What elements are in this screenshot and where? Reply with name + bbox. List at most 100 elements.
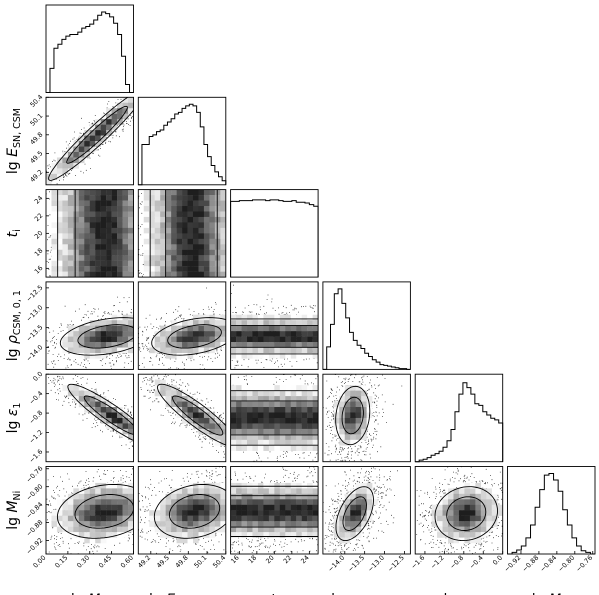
density-cell xyxy=(56,168,63,175)
density-cell xyxy=(214,238,221,245)
density-cell xyxy=(95,260,101,267)
density-cell xyxy=(182,222,188,229)
density-cell xyxy=(89,336,96,343)
density-cell xyxy=(154,342,161,348)
density-cell xyxy=(78,499,85,505)
density-cell xyxy=(100,255,107,261)
density-cell xyxy=(241,314,248,321)
density-cell xyxy=(89,331,96,337)
density-cell xyxy=(128,255,134,261)
density-cell xyxy=(236,401,242,408)
density-cell xyxy=(312,407,319,413)
density-cell xyxy=(198,266,205,272)
density-cell xyxy=(453,532,460,538)
density-cell xyxy=(106,482,112,489)
y-tick-label-ti: 22 xyxy=(33,212,45,224)
density-cell xyxy=(192,249,199,256)
density-cell xyxy=(182,336,188,343)
density-cell xyxy=(230,493,237,500)
density-cell xyxy=(165,336,172,343)
density-cell xyxy=(122,249,129,256)
density-cell xyxy=(95,352,101,359)
density-cell xyxy=(458,532,465,538)
density-cell xyxy=(165,200,172,207)
density-cell xyxy=(73,266,80,272)
density-cell xyxy=(475,526,482,533)
density-cell xyxy=(84,266,90,272)
density-cell xyxy=(203,206,210,212)
density-cell xyxy=(182,189,188,196)
density-cell xyxy=(230,423,237,430)
density-cell xyxy=(95,342,101,348)
density-cell xyxy=(78,347,85,354)
density-cell xyxy=(355,510,362,516)
density-cell xyxy=(453,488,460,495)
density-cell xyxy=(491,493,498,500)
density-cell xyxy=(361,510,367,516)
y-tick-label-rho: −12.5 xyxy=(25,284,45,304)
density-cell xyxy=(274,412,281,419)
density-cell xyxy=(67,238,74,245)
density-cell xyxy=(268,423,275,430)
density-cell xyxy=(95,515,101,522)
density-cell xyxy=(89,320,96,326)
density-cell xyxy=(203,238,210,245)
density-cell xyxy=(89,537,96,544)
density-cell xyxy=(122,342,129,348)
density-cell xyxy=(62,222,69,229)
density-cell xyxy=(339,515,345,522)
density-cell xyxy=(100,504,107,511)
y-tick-label-MNi: −0.92 xyxy=(25,536,45,556)
density-cell xyxy=(100,352,107,359)
density-cell xyxy=(209,434,216,441)
density-cell xyxy=(165,396,172,402)
density-cell xyxy=(117,493,123,500)
density-cell xyxy=(307,428,313,435)
density-cell xyxy=(350,493,356,500)
density-cell xyxy=(307,325,313,332)
density-cell xyxy=(95,407,101,413)
density-cell xyxy=(111,113,118,120)
contour-line-2 xyxy=(165,189,218,278)
density-cell xyxy=(95,537,101,544)
density-cell xyxy=(182,532,188,538)
density-cell xyxy=(312,493,319,500)
density-cell xyxy=(154,211,161,218)
density-cell xyxy=(230,336,237,343)
density-cell xyxy=(230,352,237,359)
density-cell xyxy=(56,271,63,278)
density-cell xyxy=(160,385,166,391)
density-cell xyxy=(198,320,205,326)
density-cell xyxy=(128,271,134,278)
density-cell xyxy=(203,526,210,533)
density-cell xyxy=(257,336,264,343)
density-cell xyxy=(176,510,183,516)
density-cell xyxy=(122,97,129,103)
density-cell xyxy=(89,488,96,495)
density-cell xyxy=(89,206,96,212)
density-cell xyxy=(296,347,302,354)
density-cell xyxy=(236,423,242,430)
density-cell xyxy=(84,238,90,245)
density-cell xyxy=(154,200,161,207)
density-cell xyxy=(51,195,58,201)
density-cell xyxy=(143,200,150,207)
density-cell xyxy=(296,390,302,397)
density-cell xyxy=(187,255,194,261)
density-cell xyxy=(67,211,74,218)
density-cell xyxy=(198,488,205,495)
density-cell xyxy=(73,325,80,332)
density-cell xyxy=(355,423,362,430)
density-cell xyxy=(84,347,90,354)
density-cell xyxy=(350,439,356,446)
density-cell xyxy=(257,347,264,354)
density-cell xyxy=(176,255,183,261)
density-cell xyxy=(165,347,172,354)
density-cell xyxy=(182,227,188,234)
density-cell xyxy=(220,222,226,229)
density-cell xyxy=(78,396,85,402)
density-cell xyxy=(176,233,183,240)
density-cell xyxy=(252,434,259,441)
density-panel-Mej-MNi xyxy=(45,466,134,555)
density-cell xyxy=(89,189,96,196)
